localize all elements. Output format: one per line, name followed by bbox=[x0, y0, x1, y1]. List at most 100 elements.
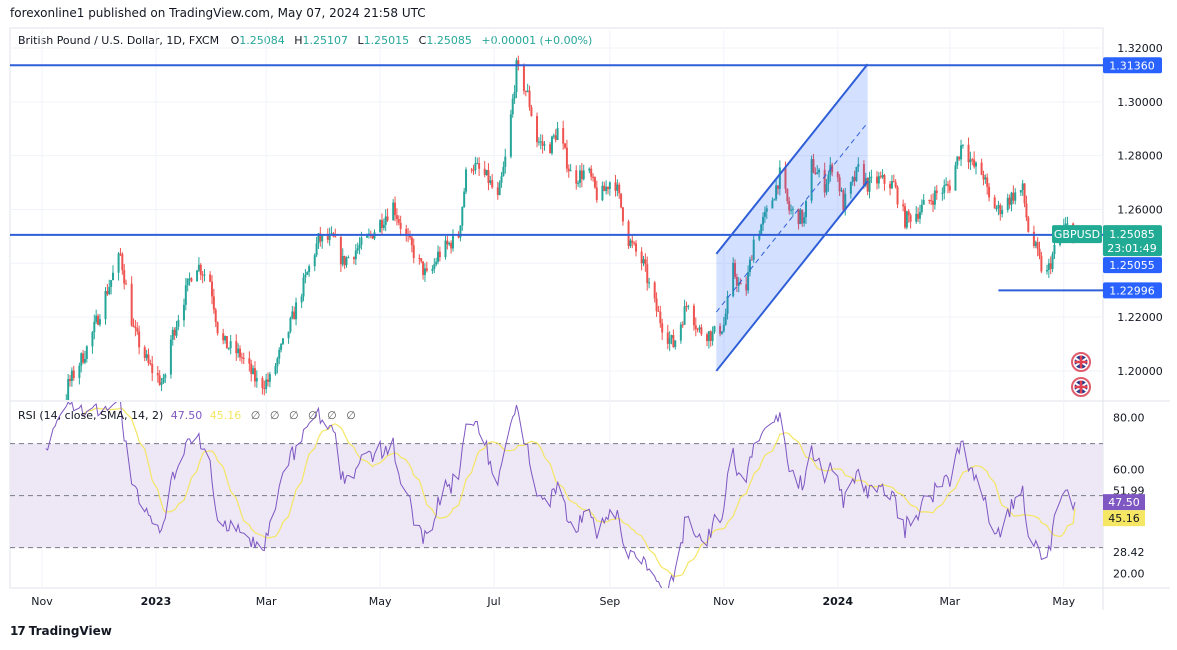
candle bbox=[812, 153, 815, 174]
candle-body bbox=[214, 309, 217, 323]
price-line-badge bbox=[1103, 57, 1162, 74]
candle bbox=[960, 139, 963, 167]
candle bbox=[405, 224, 408, 242]
candle-body bbox=[890, 181, 893, 189]
candle-body bbox=[700, 327, 703, 335]
candle-body bbox=[17, 568, 19, 576]
candle-body bbox=[838, 177, 841, 192]
candle bbox=[459, 225, 462, 242]
candle bbox=[700, 324, 703, 336]
candle-body bbox=[930, 200, 933, 202]
candle bbox=[918, 204, 921, 224]
candle bbox=[433, 258, 436, 274]
candle bbox=[334, 228, 337, 238]
empty-value: ∅ bbox=[308, 409, 318, 422]
candle-body bbox=[184, 285, 187, 305]
candle bbox=[737, 277, 740, 293]
candle bbox=[69, 374, 72, 387]
candle bbox=[760, 223, 763, 235]
candle-body bbox=[334, 236, 337, 238]
candle bbox=[182, 298, 185, 327]
candle bbox=[214, 307, 217, 327]
candle bbox=[707, 330, 710, 349]
uk-flag-event-icon[interactable] bbox=[1071, 377, 1091, 397]
candle-body bbox=[78, 365, 81, 379]
candle-body bbox=[315, 243, 318, 256]
candle-body bbox=[463, 191, 466, 208]
candle-body bbox=[687, 305, 690, 307]
candle-body bbox=[775, 185, 778, 200]
candle bbox=[618, 182, 621, 199]
candle bbox=[642, 255, 645, 267]
candle bbox=[982, 170, 985, 186]
candle-body bbox=[19, 559, 21, 568]
candle bbox=[1027, 215, 1030, 233]
uk-flag-event-icon[interactable] bbox=[1071, 352, 1091, 372]
empty-value: ∅ bbox=[327, 409, 337, 422]
candle-body bbox=[134, 327, 137, 329]
candle bbox=[343, 255, 346, 269]
candle-body bbox=[347, 257, 350, 259]
time-tick-label: Sep bbox=[600, 595, 621, 608]
candle bbox=[575, 165, 578, 190]
candle bbox=[569, 163, 572, 172]
candle bbox=[655, 292, 658, 317]
candle-body bbox=[509, 114, 512, 157]
tradingview-brand[interactable]: 17 TradingView bbox=[10, 624, 112, 638]
candle bbox=[696, 327, 699, 333]
candle-body bbox=[235, 341, 238, 354]
rsi-title[interactable]: RSI (14, close, SMA, 14, 2) bbox=[18, 409, 164, 422]
candle-body bbox=[478, 163, 481, 169]
candle bbox=[511, 94, 514, 118]
candle bbox=[240, 352, 243, 364]
tradingview-logo-icon: 17 bbox=[10, 624, 26, 638]
candle bbox=[648, 277, 651, 289]
candle bbox=[253, 361, 256, 388]
candle-body bbox=[188, 278, 191, 280]
candle-body bbox=[498, 182, 501, 196]
candle bbox=[315, 236, 318, 258]
candle bbox=[339, 234, 342, 272]
candle bbox=[582, 164, 585, 181]
candle bbox=[635, 240, 638, 257]
candle-body bbox=[920, 204, 923, 213]
candle-body bbox=[182, 304, 185, 321]
candle bbox=[110, 280, 113, 295]
candle bbox=[487, 163, 490, 191]
candle-body bbox=[83, 358, 86, 363]
candle bbox=[293, 306, 296, 320]
candle bbox=[7, 584, 9, 602]
candle-body bbox=[969, 159, 972, 163]
candle-body bbox=[618, 184, 621, 194]
candle-body bbox=[706, 334, 709, 342]
candle-body bbox=[524, 90, 527, 92]
candle-body bbox=[681, 324, 684, 326]
candle-body bbox=[620, 193, 623, 208]
candle bbox=[212, 288, 215, 314]
candle bbox=[1019, 190, 1022, 196]
candle bbox=[853, 170, 856, 187]
candle bbox=[791, 206, 794, 217]
candle-body bbox=[513, 92, 516, 99]
candle-body bbox=[420, 258, 423, 262]
candle bbox=[988, 183, 991, 202]
candle-body bbox=[896, 187, 899, 205]
candle-body bbox=[993, 197, 996, 209]
candle bbox=[980, 158, 983, 176]
candle bbox=[564, 142, 567, 150]
candle bbox=[849, 181, 852, 199]
candle-body bbox=[459, 225, 462, 238]
candle-body bbox=[836, 172, 839, 178]
candle bbox=[302, 273, 305, 302]
candle-body bbox=[997, 205, 1000, 209]
candle-body bbox=[945, 184, 948, 186]
open-value: 1.25084 bbox=[239, 34, 285, 47]
candle bbox=[973, 151, 976, 169]
symbol-title[interactable]: British Pound / U.S. Dollar, 1D, FXCM bbox=[18, 34, 220, 47]
candle-body bbox=[790, 209, 793, 211]
candle-body bbox=[1010, 192, 1013, 205]
candle bbox=[356, 242, 359, 254]
candle bbox=[394, 196, 397, 222]
candle bbox=[823, 162, 826, 198]
